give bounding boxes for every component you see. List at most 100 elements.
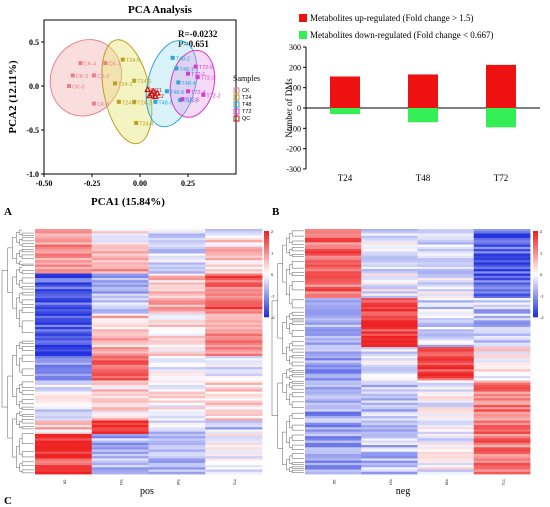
heatmap-colorbar-step — [264, 299, 269, 303]
heatmap-cell — [35, 347, 93, 350]
heatmap-cell — [205, 351, 263, 355]
heatmap-cell — [473, 302, 531, 306]
dendrogram-branch — [289, 264, 293, 275]
heatmap-cell — [305, 398, 362, 401]
heatmap-cell — [305, 278, 362, 281]
heatmap-cell — [148, 427, 206, 430]
dendrogram-branch — [291, 240, 304, 245]
heatmap-cell — [361, 273, 418, 277]
heatmap-colorbar-step — [264, 314, 269, 318]
heatmap-cell — [473, 342, 531, 346]
heatmap-cell — [305, 280, 362, 283]
heatmap-cell — [305, 396, 362, 399]
dendrogram-branch — [286, 237, 290, 253]
heatmap-cell — [35, 315, 93, 319]
heatmap-cell — [417, 262, 475, 266]
heatmap-cell — [91, 422, 149, 426]
pca-x-tick-label: -0.50 — [36, 179, 53, 188]
heatmap-cell — [91, 440, 149, 444]
heatmap-cell — [91, 284, 149, 288]
heatmap-cell — [417, 431, 475, 435]
heatmap-colorbar-step — [533, 274, 538, 277]
dendrogram-branch — [7, 247, 13, 293]
heatmap-cell — [473, 237, 531, 241]
heatmap-cell — [473, 249, 531, 252]
heatmap-cell — [205, 251, 263, 254]
heatmap-cell — [91, 355, 149, 359]
heatmap-column-label: T72 — [501, 479, 505, 485]
heatmap-cell — [35, 409, 93, 413]
heatmap-cell — [361, 237, 418, 241]
heatmap-cell — [305, 262, 362, 266]
heatmap-cell — [205, 451, 263, 455]
heatmap-cell — [35, 284, 93, 288]
heatmap-cell — [148, 286, 206, 290]
dendrogram-branch — [16, 269, 20, 285]
heatmap-cell — [417, 344, 475, 348]
heatmap-cell — [473, 465, 531, 468]
heatmap-cell — [35, 404, 93, 408]
heatmap-cell — [148, 318, 206, 321]
heatmap-cell — [91, 329, 149, 332]
heatmap-cell — [361, 445, 418, 448]
heatmap-cell — [361, 425, 418, 428]
heatmap-cell — [35, 233, 93, 237]
heatmap-cell — [91, 369, 149, 372]
heatmap-column-label: T72 — [233, 479, 237, 485]
heatmap-cell — [148, 413, 206, 417]
heatmap-cell — [35, 240, 93, 243]
pca-point-label: T48-4 — [181, 81, 195, 87]
heatmap-cell — [305, 440, 362, 444]
heatmap-cell — [91, 387, 149, 390]
heatmap-cell — [473, 235, 531, 239]
dendrogram-branch — [19, 250, 23, 258]
heatmap-colorbar-step — [533, 246, 538, 249]
heatmap-cell — [473, 364, 531, 368]
heatmap-colorbar-step — [533, 271, 538, 275]
heatmap-cell — [91, 418, 149, 421]
heatmap-cell — [305, 433, 362, 437]
heatmap-cell — [35, 255, 93, 259]
dendrogram-branch — [21, 277, 34, 284]
heatmap-cell — [473, 349, 531, 352]
heatmap-cell — [305, 465, 362, 468]
heatmap-cell — [148, 282, 206, 286]
dendrogram-branch — [291, 272, 304, 276]
heatmap-cell — [35, 364, 93, 368]
heatmap-cell — [91, 246, 149, 250]
pca-legend-label: QC — [242, 116, 250, 122]
heatmap-colorbar-step — [264, 258, 269, 262]
dendrogram-branch — [286, 346, 290, 361]
heatmap-cell — [305, 340, 362, 343]
heatmap-cell — [205, 422, 263, 426]
heatmap-cell — [148, 235, 206, 239]
heatmap-cell — [205, 380, 263, 384]
heatmap-cell — [91, 266, 149, 270]
pca-point-label: QC2 — [153, 94, 164, 100]
pca-point-t48 — [174, 66, 179, 71]
heatmap-cell — [205, 264, 263, 268]
heatmap-cell — [205, 289, 263, 292]
heatmap-cell — [148, 306, 206, 310]
heatmap-cell — [91, 427, 149, 430]
heatmap-cell — [205, 471, 263, 475]
pca-x-tick-label: 0.00 — [133, 179, 147, 188]
heatmap-cell — [361, 295, 418, 299]
heatmap-cell — [305, 295, 362, 299]
pca-point-label: CK-1 — [108, 62, 121, 68]
heatmap-pos-label: pos — [140, 486, 154, 497]
heatmap-cell — [35, 349, 93, 352]
heatmap-cell — [205, 458, 263, 462]
heatmap-cell — [35, 324, 93, 328]
heatmap-cell — [473, 278, 531, 281]
dendrogram-branch — [291, 401, 304, 408]
bar-category-label: T48 — [416, 173, 431, 183]
heatmap-cell — [417, 253, 475, 257]
heatmap-cell — [305, 240, 362, 243]
pca-point-label: T24-1 — [118, 82, 132, 88]
heatmap-cell — [35, 342, 93, 346]
heatmap-cell — [35, 282, 93, 286]
heatmap-colorbar-step — [264, 304, 269, 307]
dendrogram-branch — [277, 263, 283, 339]
